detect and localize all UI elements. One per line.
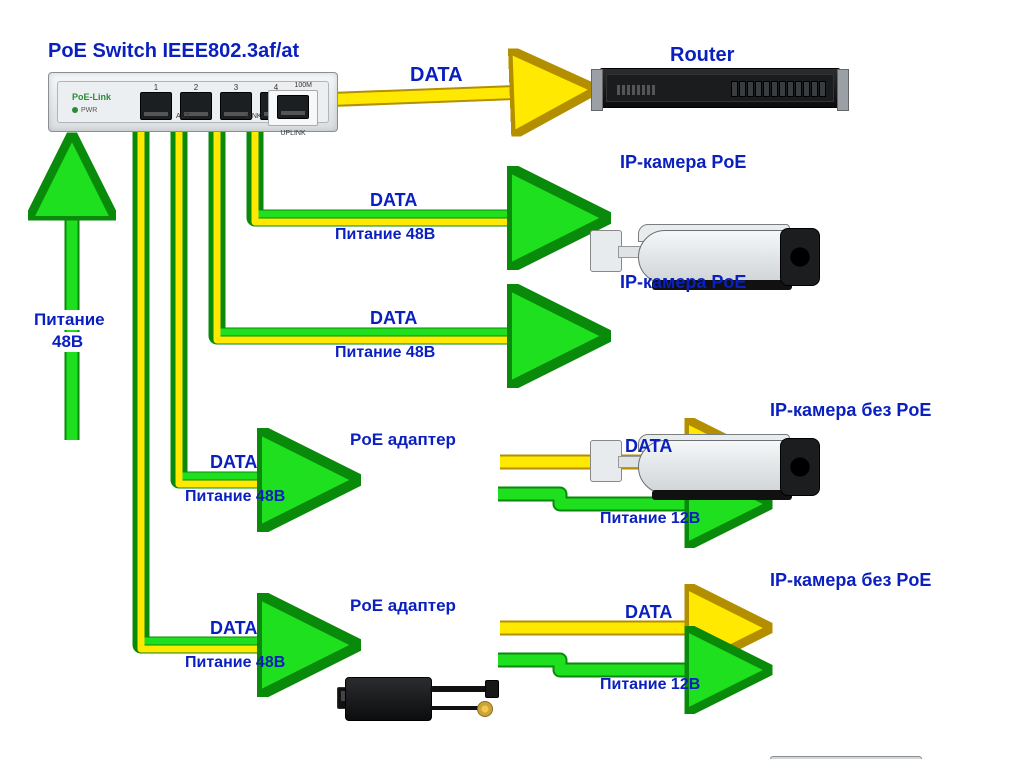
diagram-canvas: PoE-Link PWR 1 2 3 4 ACT LINK 100M UPLIN… xyxy=(0,0,1024,759)
poe-adapter-1 xyxy=(345,672,495,727)
cam2-title: IP-камера PoE xyxy=(620,272,746,293)
switch-title: PoE Switch IEEE802.3af/at xyxy=(48,40,299,63)
p12-a1c3: Питание 12В xyxy=(600,510,700,528)
p12-a2c4: Питание 12В xyxy=(600,676,700,694)
data-cam2: DATA xyxy=(370,308,417,329)
adp1-title: PoE адаптер xyxy=(350,430,456,450)
data-cam1: DATA xyxy=(370,190,417,211)
switch-pwr-led: PWR xyxy=(72,107,97,114)
switch-act-label: ACT xyxy=(176,113,190,120)
switch-speed-label: 100M xyxy=(294,82,312,89)
ip-camera-poe-2 xyxy=(590,420,820,510)
edge-adp2-cam4-pwr xyxy=(498,660,755,670)
power-in-a: Питание xyxy=(32,310,107,330)
edge-switch-adp1 xyxy=(179,128,340,484)
edge-switch-router xyxy=(318,90,580,100)
edge-switch-adp2 xyxy=(141,128,340,649)
cam3-title: IP-камера без PoE xyxy=(770,400,931,421)
switch-port-1: 1 xyxy=(140,92,172,120)
switch-uplink: UPLINK xyxy=(268,90,318,126)
poe-switch: PoE-Link PWR 1 2 3 4 ACT LINK 100M UPLIN… xyxy=(48,72,338,132)
switch-uplink-port xyxy=(277,95,309,119)
p48-cam1: Питание 48В xyxy=(335,226,435,244)
router-title: Router xyxy=(670,44,734,67)
cam4-title: IP-камера без PoE xyxy=(770,570,931,591)
router xyxy=(600,68,840,108)
adp2-title: PoE адаптер xyxy=(350,596,456,616)
switch-brand: PoE-Link xyxy=(72,92,111,102)
p48-adp2: Питание 48В xyxy=(185,654,285,672)
p48-adp1: Питание 48В xyxy=(185,488,285,506)
ip-camera-box-1: IVOCH xyxy=(770,750,980,759)
p48-cam2: Питание 48В xyxy=(335,344,435,362)
switch-link-label: LINK xyxy=(246,113,262,120)
data-a1c3: DATA xyxy=(625,436,672,457)
data-adp1: DATA xyxy=(210,452,257,473)
data-adp2: DATA xyxy=(210,618,257,639)
data-router: DATA xyxy=(410,64,463,87)
cam1-title: IP-камера PoE xyxy=(620,152,746,173)
edge-switch-cam1 xyxy=(255,128,590,222)
power-in-b: 48В xyxy=(50,332,85,352)
data-a2c4: DATA xyxy=(625,602,672,623)
